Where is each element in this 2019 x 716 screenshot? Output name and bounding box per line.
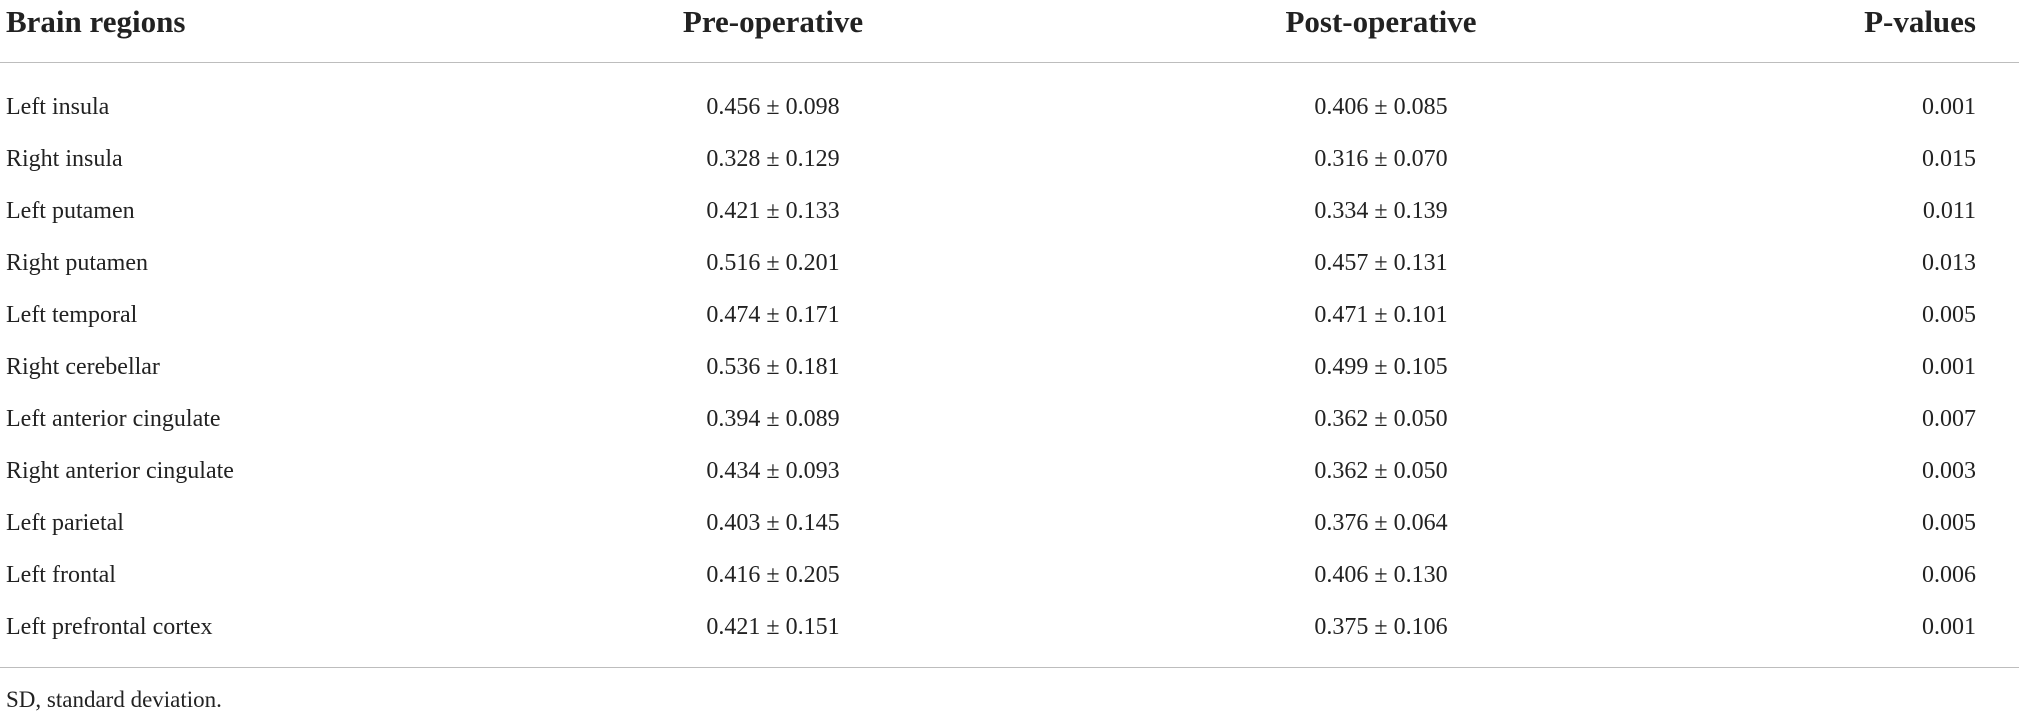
table-cell: 0.015 xyxy=(1922,146,1976,172)
table-cell: 0.421 ± 0.133 xyxy=(706,198,840,224)
table-cell: 0.362 ± 0.050 xyxy=(1314,406,1448,432)
table-cell: 0.416 ± 0.205 xyxy=(706,562,840,588)
table-cell: 0.499 ± 0.105 xyxy=(1314,354,1448,380)
header-rule xyxy=(0,62,2019,63)
column-header: Post-operative xyxy=(1285,4,1477,39)
column-header: Pre-operative xyxy=(682,4,864,39)
table-cell: 0.011 xyxy=(1922,198,1976,224)
table-cell: 0.457 ± 0.131 xyxy=(1314,250,1448,276)
row-label: Left temporal xyxy=(6,302,138,328)
table-cell: 0.403 ± 0.145 xyxy=(706,510,840,536)
row-label: Left prefrontal cortex xyxy=(6,614,213,640)
table-cell: 0.421 ± 0.151 xyxy=(706,614,840,640)
column-header: P-values xyxy=(1864,4,1976,39)
table-cell: 0.005 xyxy=(1922,510,1976,536)
table-cell: 0.003 xyxy=(1922,458,1976,484)
table-cell: 0.362 ± 0.050 xyxy=(1314,458,1448,484)
table-cell: 0.516 ± 0.201 xyxy=(706,250,840,276)
table-cell: 0.536 ± 0.181 xyxy=(706,354,840,380)
footnote: SD, standard deviation. xyxy=(6,687,222,712)
table-cell: 0.006 xyxy=(1922,562,1976,588)
row-label: Left anterior cingulate xyxy=(6,406,221,432)
table-cell: 0.376 ± 0.064 xyxy=(1314,510,1448,536)
table-cell: 0.007 xyxy=(1922,406,1976,432)
row-label: Right putamen xyxy=(6,250,148,276)
bottom-rule xyxy=(0,667,2019,668)
table-cell: 0.013 xyxy=(1922,250,1976,276)
table-cell: 0.001 xyxy=(1922,94,1976,120)
table-cell: 0.474 ± 0.171 xyxy=(706,302,840,328)
table-cell: 0.001 xyxy=(1922,354,1976,380)
table-cell: 0.406 ± 0.130 xyxy=(1314,562,1448,588)
table-cell: 0.394 ± 0.089 xyxy=(706,406,840,432)
table-cell: 0.434 ± 0.093 xyxy=(706,458,840,484)
column-header: Brain regions xyxy=(6,4,186,39)
row-label: Right anterior cingulate xyxy=(6,458,234,484)
table-cell: 0.001 xyxy=(1922,614,1976,640)
table-cell: 0.005 xyxy=(1922,302,1976,328)
table-cell: 0.406 ± 0.085 xyxy=(1314,94,1448,120)
row-label: Right cerebellar xyxy=(6,354,160,380)
row-label: Left parietal xyxy=(6,510,124,536)
row-label: Left putamen xyxy=(6,198,135,224)
table-cell: 0.456 ± 0.098 xyxy=(706,94,840,120)
row-label: Left frontal xyxy=(6,562,116,588)
table-cell: 0.316 ± 0.070 xyxy=(1314,146,1448,172)
row-label: Right insula xyxy=(6,146,123,172)
table-cell: 0.334 ± 0.139 xyxy=(1314,198,1448,224)
table-cell: 0.328 ± 0.129 xyxy=(706,146,840,172)
row-label: Left insula xyxy=(6,94,110,120)
table-cell: 0.471 ± 0.101 xyxy=(1314,302,1448,328)
table-cell: 0.375 ± 0.106 xyxy=(1314,614,1448,640)
